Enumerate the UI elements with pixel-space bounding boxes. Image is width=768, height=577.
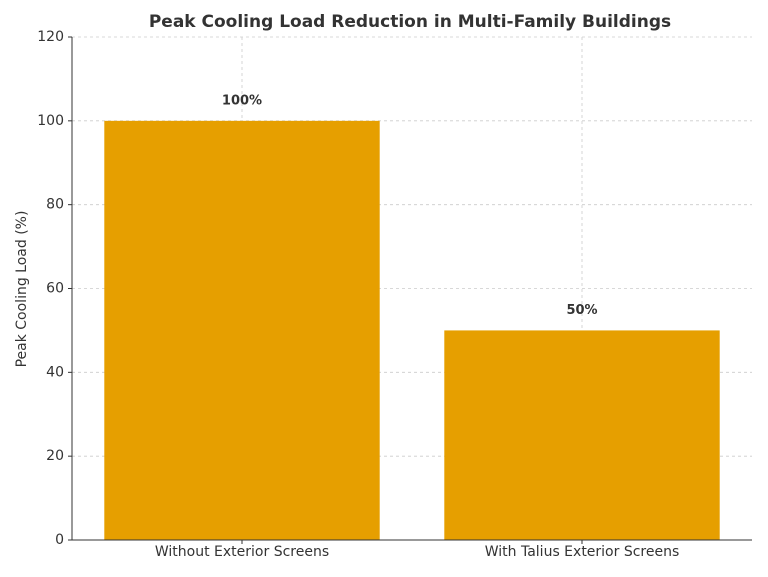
y-axis-label: Peak Cooling Load (%): [14, 211, 30, 368]
y-tick-label: 100: [37, 113, 64, 129]
bar: [444, 330, 720, 540]
chart-title: Peak Cooling Load Reduction in Multi-Fam…: [149, 12, 671, 32]
y-tick-label: 120: [37, 29, 64, 45]
value-label: 100%: [222, 93, 262, 108]
y-tick-label: 60: [46, 281, 64, 297]
y-tick-label: 40: [46, 364, 64, 380]
y-tick-label: 80: [46, 197, 64, 213]
x-tick-label: Without Exterior Screens: [155, 544, 329, 560]
y-tick-label: 20: [46, 448, 64, 464]
y-tick-label: 0: [55, 532, 64, 548]
bar: [104, 120, 380, 540]
x-tick-label: With Talius Exterior Screens: [485, 544, 680, 560]
value-label: 50%: [566, 303, 597, 318]
